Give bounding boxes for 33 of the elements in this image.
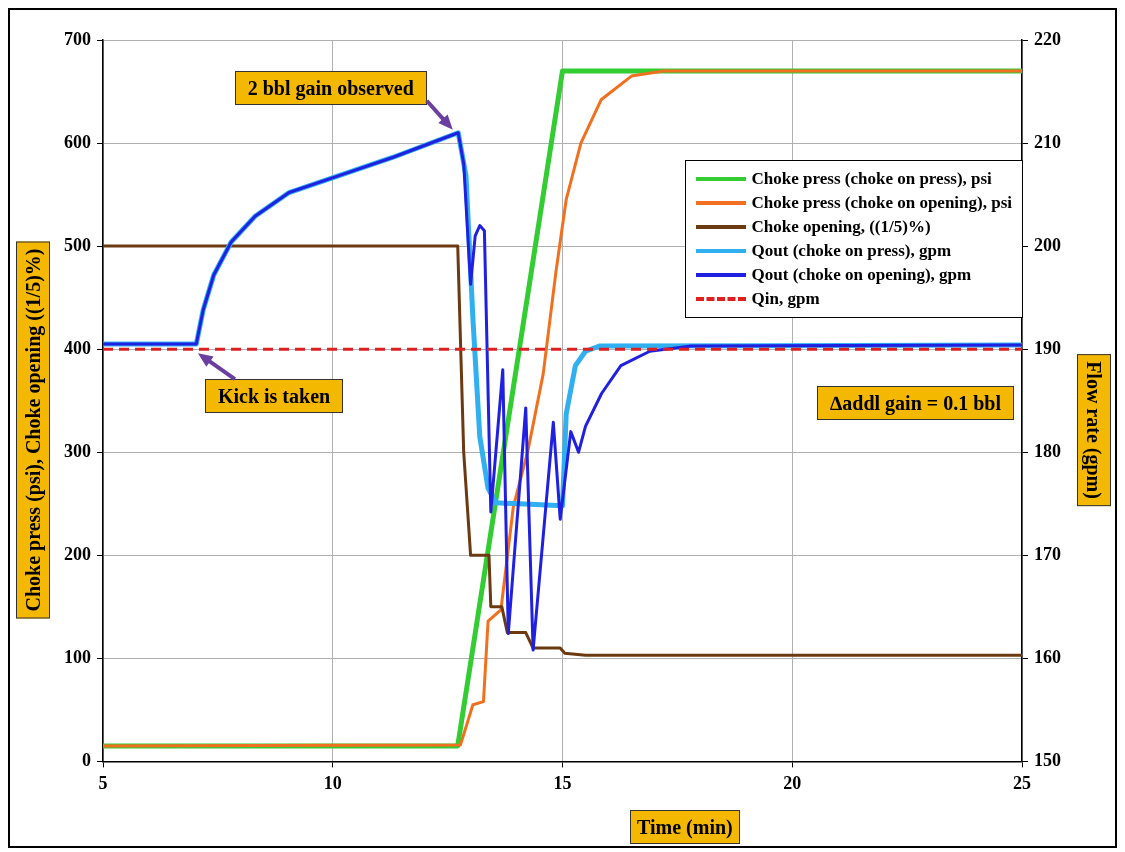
annotation: Kick is taken: [204, 379, 344, 414]
x-axis-title: Time (min): [630, 810, 740, 844]
y-tick-label: 100: [64, 647, 91, 667]
x-tick-label: 5: [98, 772, 108, 793]
y2-tick-label: 190: [1034, 337, 1061, 358]
y2-tick-label: 170: [1034, 543, 1061, 564]
y2-tick-label: 200: [1034, 234, 1061, 255]
y2-tick-label: 150: [1034, 750, 1061, 771]
y-tick-label: 700: [64, 28, 91, 49]
y2-tick-label: 160: [1034, 647, 1061, 667]
legend-label: Choke press (choke on press), psi: [751, 169, 992, 189]
x-tick-label: 25: [1013, 772, 1031, 793]
legend-label: Choke opening, ((1/5)%): [751, 217, 931, 237]
legend-label: Choke press (choke on opening), psi: [751, 193, 1012, 213]
y2-tick-label: 220: [1034, 28, 1061, 49]
y-tick-label: 500: [64, 234, 91, 255]
y2-tick-label: 210: [1034, 131, 1061, 152]
legend-label: Qout (choke on press), gpm: [751, 241, 952, 261]
x-tick-label: 20: [783, 772, 802, 793]
annotation: 2 bbl gain observed: [234, 70, 427, 105]
legend-label: Qout (choke on opening), gpm: [751, 265, 972, 285]
y-tick-label: 200: [64, 543, 91, 564]
y-axis-title: Choke press (psi), Choke opening ((1/5)%): [16, 241, 50, 619]
y-tick-label: 600: [64, 131, 91, 152]
y2-axis-title: Flow rate (gpm): [1077, 354, 1111, 506]
x-tick-label: 15: [553, 772, 572, 793]
y-tick-label: 400: [64, 337, 91, 358]
y-tick-label: 300: [64, 440, 91, 461]
y2-tick-label: 180: [1034, 440, 1061, 461]
x-tick-label: 10: [323, 772, 342, 793]
y-tick-label: 0: [82, 750, 91, 771]
annotation: ∆addl gain = 0.1 bbl: [817, 386, 1014, 421]
legend-label: Qin, gpm: [751, 289, 820, 309]
